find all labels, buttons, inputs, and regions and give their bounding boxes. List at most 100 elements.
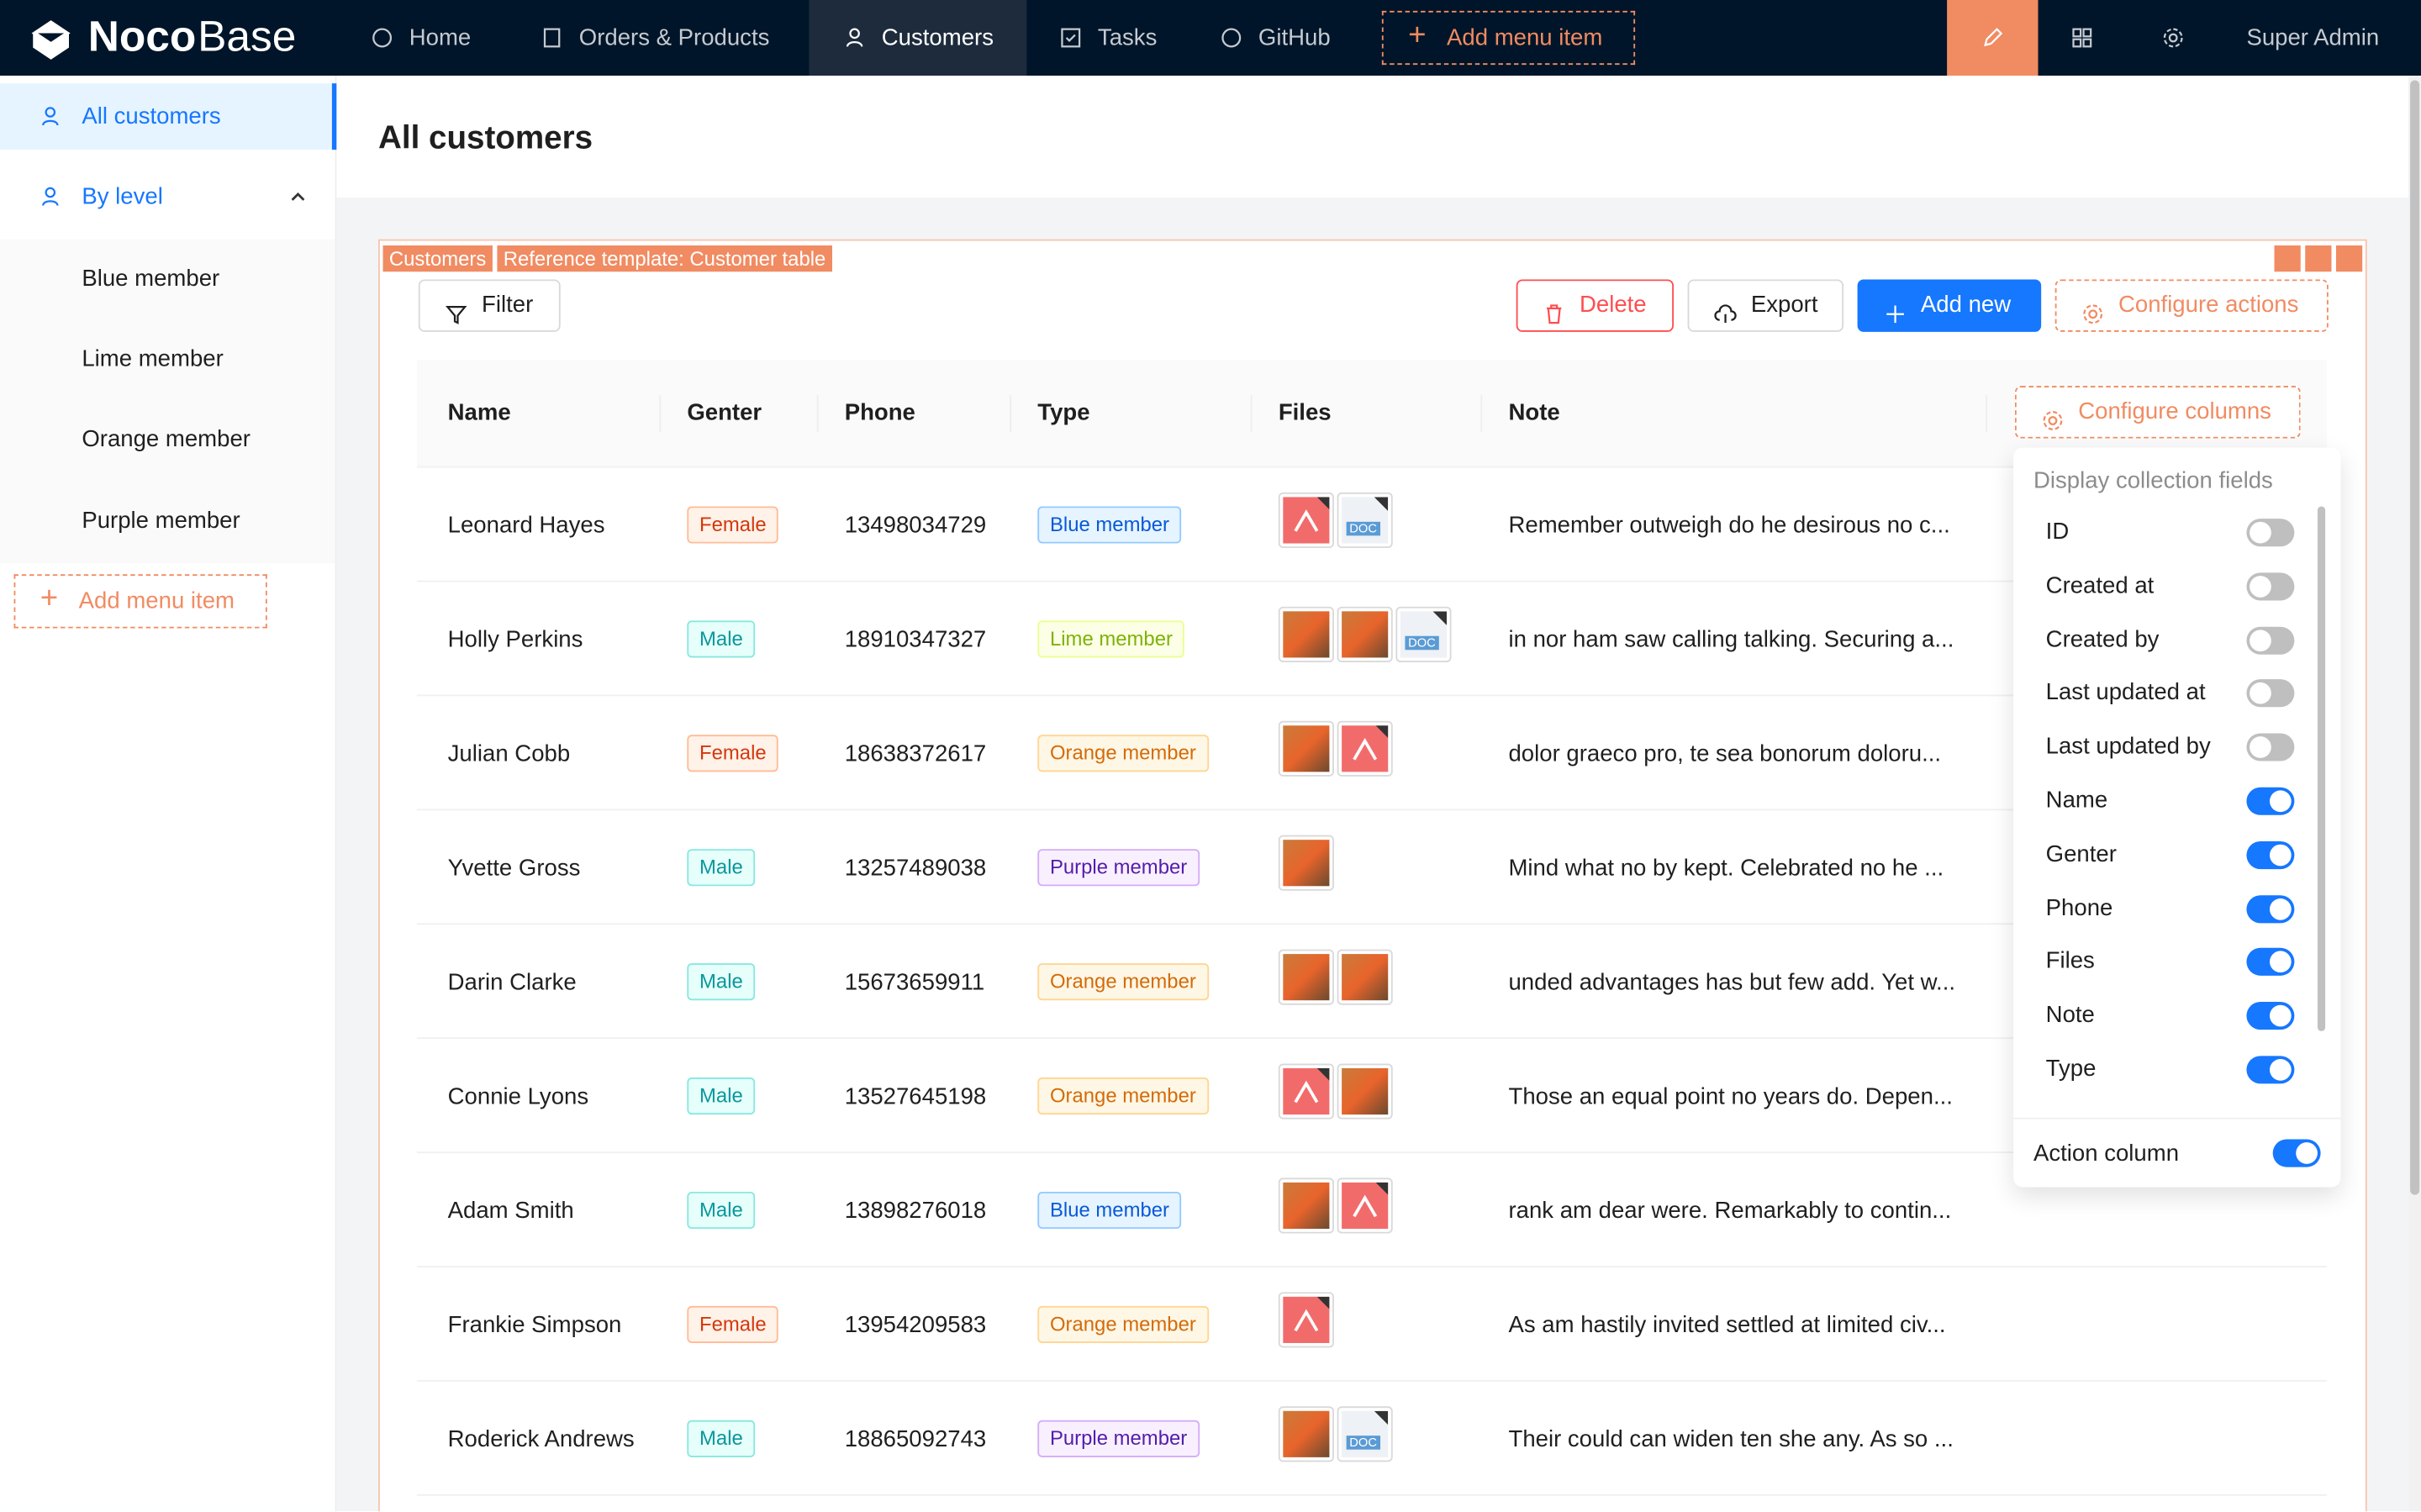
page-scroll-thumb	[2410, 80, 2420, 1195]
icon	[288, 187, 307, 206]
col-sep	[1480, 395, 1483, 433]
icon	[40, 186, 64, 209]
toggle[interactable]	[2246, 948, 2295, 977]
doc-label: DOC	[1346, 521, 1380, 536]
panel-scroll	[2317, 506, 2326, 1031]
toggle[interactable]	[2246, 840, 2295, 869]
sidebar-item[interactable]: Purple member	[82, 507, 240, 534]
type-tag: Purple member	[1037, 1420, 1200, 1457]
user-menu[interactable]: Super Admin	[2246, 24, 2380, 51]
nav-item[interactable]: Customers	[881, 24, 994, 51]
cell-phone: 13527645198	[844, 1083, 987, 1110]
pdf-icon	[1342, 1182, 1389, 1230]
nav-item[interactable]: Tasks	[1097, 24, 1158, 51]
block-tool[interactable]	[2305, 245, 2332, 272]
gender-tag: Male	[687, 963, 756, 1001]
toggle[interactable]	[2246, 572, 2295, 601]
file-thumb[interactable]	[1337, 1177, 1393, 1234]
icon	[40, 105, 64, 129]
configure-actions[interactable]: Configure actions	[2054, 279, 2329, 332]
sidebar-add-item[interactable]: Add menu item +	[13, 574, 267, 629]
cell-name: Darin Clarke	[447, 969, 577, 996]
gender-tag: Male	[687, 620, 756, 658]
file-thumb[interactable]	[1278, 492, 1334, 549]
sidebar-item[interactable]: Lime member	[82, 345, 224, 372]
row-line	[416, 1151, 2327, 1154]
nav-item[interactable]: GitHub	[1258, 24, 1331, 51]
file-thumb[interactable]: DOC	[1337, 1406, 1393, 1462]
image	[1283, 1182, 1330, 1230]
column-header: Type	[1037, 399, 1090, 426]
toggle[interactable]	[2246, 733, 2295, 761]
doc-icon: DOC	[1342, 1410, 1389, 1457]
nav-item[interactable]: Orders & Products	[578, 24, 770, 51]
sidebar-item[interactable]: Blue member	[82, 265, 220, 292]
sidebar-item[interactable]: Orange member	[82, 426, 251, 453]
type-tag: Lime member	[1037, 620, 1185, 658]
file-thumb[interactable]	[1278, 606, 1334, 662]
block-tool[interactable]	[2274, 245, 2301, 272]
icon	[1714, 295, 1738, 324]
field-label: Action column	[2033, 1141, 2180, 1167]
row-line	[416, 1266, 2327, 1267]
doc-label: DOC	[1405, 635, 1439, 651]
file-thumb[interactable]	[1278, 720, 1334, 777]
image	[1342, 954, 1389, 1001]
toggle[interactable]	[2246, 787, 2295, 815]
sub-bg	[0, 481, 335, 563]
toggle[interactable]	[2246, 1002, 2295, 1030]
file-thumb[interactable]	[1278, 949, 1334, 1005]
gender-tag: Female	[687, 506, 779, 544]
nav-item[interactable]: Home	[409, 24, 472, 51]
column-header: Note	[1508, 399, 1560, 426]
block-tool[interactable]	[2335, 245, 2363, 272]
field-label: Note	[2045, 1002, 2095, 1029]
toggle[interactable]	[2246, 1056, 2295, 1084]
add-menu-item[interactable]: Add menu item +	[1381, 10, 1636, 66]
cell-name: Roderick Andrews	[447, 1426, 635, 1453]
toggle[interactable]	[2246, 679, 2295, 708]
toggle[interactable]	[2272, 1139, 2321, 1167]
nav-active-bg	[809, 0, 1027, 76]
sidebar-item[interactable]: By level	[82, 184, 163, 211]
image	[1342, 1068, 1389, 1115]
field-label: Files	[2045, 948, 2095, 975]
image	[1283, 1410, 1330, 1457]
toggle[interactable]	[2246, 519, 2295, 547]
toggle[interactable]	[2246, 625, 2295, 655]
file-thumb[interactable]: DOC	[1395, 606, 1452, 662]
sidebar-item[interactable]: All customers	[82, 103, 221, 130]
export-button[interactable]: Export	[1687, 279, 1844, 332]
col-sep	[659, 395, 662, 433]
logo-light: Base	[198, 12, 297, 61]
gender-tag: Male	[687, 849, 756, 887]
icon	[2161, 26, 2185, 50]
knob	[2250, 682, 2271, 705]
file-thumb[interactable]	[1337, 949, 1393, 1005]
row-line	[416, 809, 2327, 811]
add-new-button[interactable]: Add new	[1857, 279, 2042, 332]
configure-columns[interactable]: Configure columns	[2014, 386, 2301, 439]
file-thumb[interactable]	[1278, 1292, 1334, 1348]
file-thumb[interactable]	[1337, 606, 1393, 662]
toggle[interactable]	[2246, 894, 2295, 923]
table-header	[416, 359, 2327, 468]
column-header: Genter	[687, 399, 762, 426]
icon	[2041, 402, 2065, 430]
file-thumb[interactable]	[1278, 1406, 1334, 1462]
filter-button[interactable]: Filter	[418, 279, 561, 332]
file-thumb[interactable]	[1278, 835, 1334, 891]
delete-button[interactable]: Delete	[1516, 279, 1675, 332]
col-sep	[1986, 395, 1987, 433]
gender-tag: Female	[687, 1305, 779, 1343]
file-thumb[interactable]	[1278, 1063, 1334, 1120]
file-thumb[interactable]	[1337, 1063, 1393, 1120]
cell-phone: 18865092743	[844, 1426, 987, 1453]
cell-note: Their could can widen ten she any. As so…	[1508, 1426, 1954, 1453]
selected-bg	[0, 83, 337, 150]
file-thumb[interactable]	[1278, 1177, 1334, 1234]
file-thumb[interactable]	[1337, 720, 1393, 777]
field-label: Created by	[2045, 625, 2160, 653]
file-thumb[interactable]: DOC	[1337, 492, 1393, 549]
design-toggle[interactable]	[1947, 0, 2039, 76]
